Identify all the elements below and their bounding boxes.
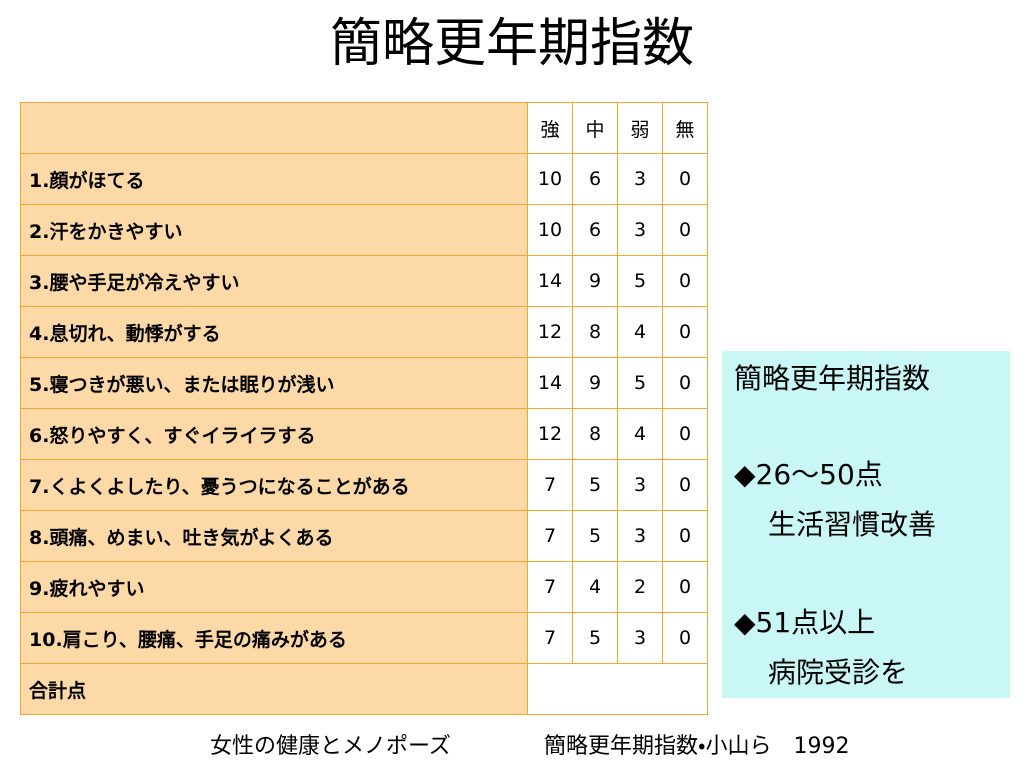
row-label: 1.顔がほてる — [20, 153, 528, 205]
score-cell: 9 — [572, 357, 618, 409]
side-box: 簡略更年期指数 ◆26～50点 生活習慣改善 ◆51点以上 病院受診を — [722, 351, 1010, 698]
column-header: 弱 — [617, 102, 663, 154]
score-cell: 5 — [617, 357, 663, 409]
score-cell: 3 — [617, 204, 663, 256]
score-cell: 0 — [662, 357, 708, 409]
table-row: 5.寝つきが悪い、または眠りが浅い 14 9 5 0 — [20, 357, 708, 409]
score-cell: 12 — [527, 408, 573, 460]
score-cell: 7 — [527, 510, 573, 562]
score-cell: 5 — [572, 510, 618, 562]
score-cell: 8 — [572, 408, 618, 460]
score-cell: 5 — [572, 459, 618, 511]
table-row: 1.顔がほてる 10 6 3 0 — [20, 153, 708, 205]
row-label: 4.息切れ、動悸がする — [20, 306, 528, 358]
score-cell: 0 — [662, 408, 708, 460]
score-cell: 4 — [617, 408, 663, 460]
total-row: 合計点 — [20, 663, 708, 715]
row-label: 8.頭痛、めまい、吐き気がよくある — [20, 510, 528, 562]
score-cell: 7 — [527, 612, 573, 664]
table-row: 3.腰や手足が冷えやすい 14 9 5 0 — [20, 255, 708, 307]
score-cell: 4 — [572, 561, 618, 613]
footer-citation: 簡略更年期指数・小山ら 1992 — [544, 734, 850, 759]
row-label: 10.肩こり、腰痛、手足の痛みがある — [20, 612, 528, 664]
score-cell: 0 — [662, 204, 708, 256]
footer-source: 女性の健康とメノポーズ — [210, 734, 451, 759]
table-row: 4.息切れ、動悸がする 12 8 4 0 — [20, 306, 708, 358]
score-cell: 3 — [617, 459, 663, 511]
range: ◆51点以上 — [734, 606, 876, 639]
header-blank — [20, 102, 528, 154]
score-cell: 3 — [617, 510, 663, 562]
score-cell: 7 — [527, 561, 573, 613]
total-cell — [527, 663, 708, 715]
score-cell: 0 — [662, 612, 708, 664]
table-row: 9.疲れやすい 7 4 2 0 — [20, 561, 708, 613]
score-cell: 0 — [662, 153, 708, 205]
score-cell: 14 — [527, 255, 573, 307]
row-label: 5.寝つきが悪い、または眠りが浅い — [20, 357, 528, 409]
side-title: 簡略更年期指数 — [734, 362, 931, 395]
column-header: 無 — [662, 102, 708, 154]
score-cell: 3 — [617, 612, 663, 664]
score-cell: 5 — [572, 612, 618, 664]
table-row: 10.肩こり、腰痛、手足の痛みがある 7 5 3 0 — [20, 612, 708, 664]
score-cell: 0 — [662, 510, 708, 562]
table-row: 6.怒りやすく、すぐイライラする 12 8 4 0 — [20, 408, 708, 460]
score-table: 強中弱無 1.顔がほてる 10 6 3 0 2.汗をかきやすい 10 6 3 0 3.腰や手足が冷えや… — [20, 102, 708, 715]
table-row: 8.頭痛、めまい、吐き気がよくある 7 5 3 0 — [20, 510, 708, 562]
advice: 生活習慣改善 — [768, 508, 937, 541]
row-label: 2.汗をかきやすい — [20, 204, 528, 256]
column-header: 中 — [572, 102, 618, 154]
score-cell: 8 — [572, 306, 618, 358]
score-cell: 6 — [572, 204, 618, 256]
row-label: 9.疲れやすい — [20, 561, 528, 613]
range: ◆26～50点 — [734, 458, 883, 491]
column-header: 強 — [527, 102, 573, 154]
score-cell: 10 — [527, 153, 573, 205]
total-label: 合計点 — [20, 663, 528, 715]
score-cell: 0 — [662, 306, 708, 358]
row-label: 7.くよくよしたり、憂うつになることがある — [20, 459, 528, 511]
score-cell: 0 — [662, 255, 708, 307]
score-cell: 0 — [662, 561, 708, 613]
score-cell: 10 — [527, 204, 573, 256]
header-row: 強中弱無 — [20, 102, 708, 154]
score-cell: 9 — [572, 255, 618, 307]
score-cell: 3 — [617, 153, 663, 205]
score-cell: 7 — [527, 459, 573, 511]
score-cell: 4 — [617, 306, 663, 358]
row-label: 6.怒りやすく、すぐイライラする — [20, 408, 528, 460]
table-row: 2.汗をかきやすい 10 6 3 0 — [20, 204, 708, 256]
row-label: 3.腰や手足が冷えやすい — [20, 255, 528, 307]
slide-title: 簡略更年期指数 — [329, 14, 694, 74]
score-cell: 12 — [527, 306, 573, 358]
table-row: 7.くよくよしたり、憂うつになることがある 7 5 3 0 — [20, 459, 708, 511]
score-cell: 6 — [572, 153, 618, 205]
score-cell: 0 — [662, 459, 708, 511]
score-cell: 5 — [617, 255, 663, 307]
advice: 病院受診を — [768, 656, 909, 689]
score-cell: 14 — [527, 357, 573, 409]
score-cell: 2 — [617, 561, 663, 613]
